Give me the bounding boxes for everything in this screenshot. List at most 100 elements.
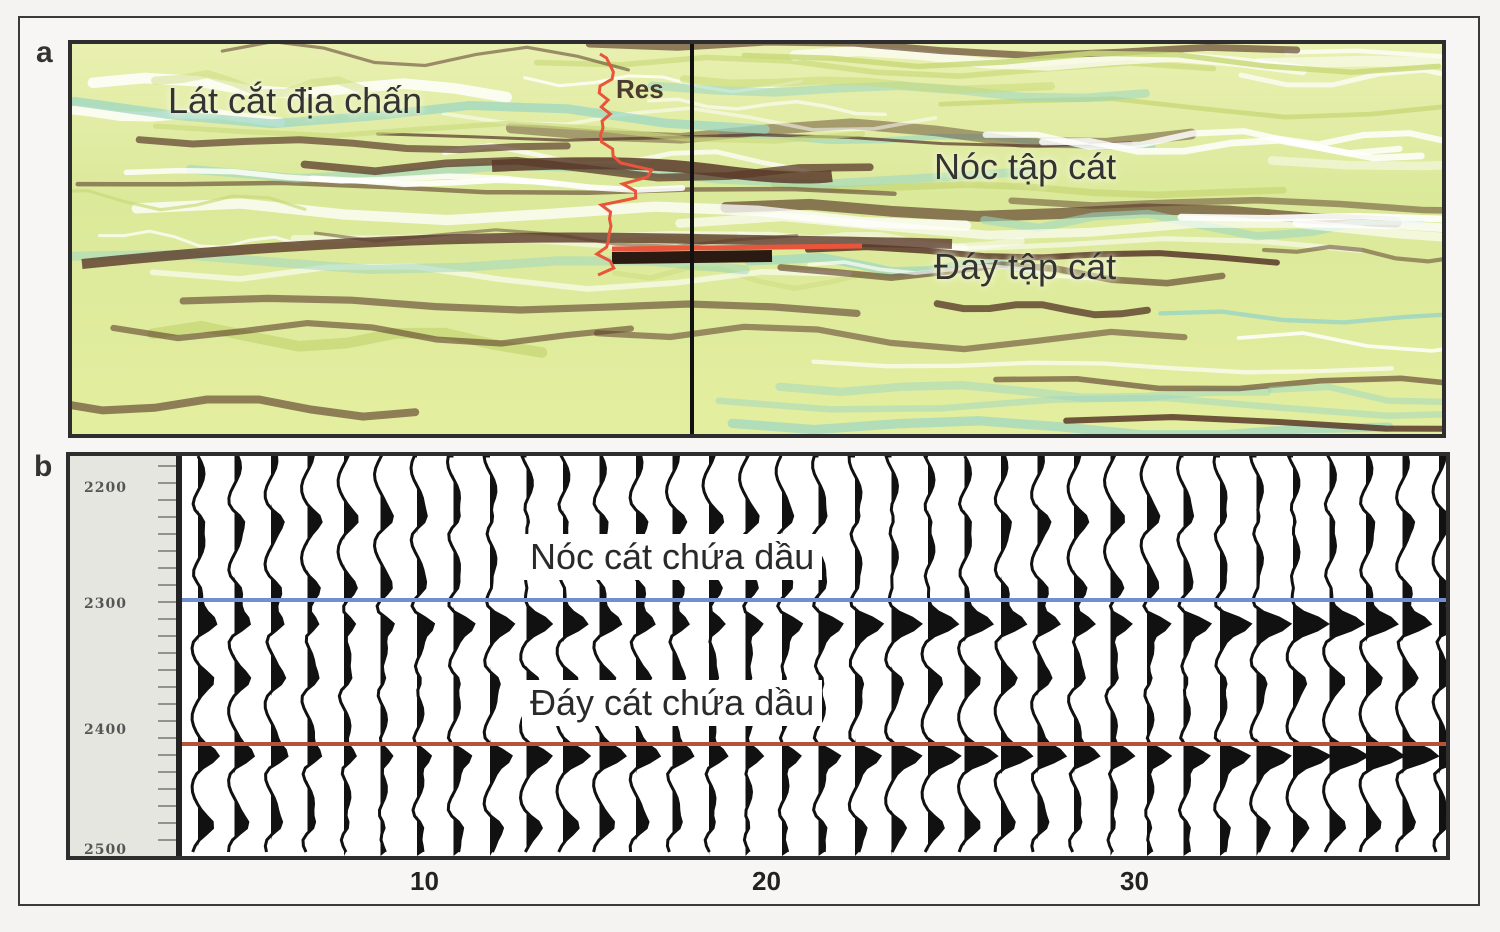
seismic-reflector: [811, 359, 1394, 375]
wiggle-trace: [628, 456, 662, 853]
wiggle-trace: [263, 456, 289, 853]
seismic-reflector: [153, 120, 865, 144]
seismic-reflector: [1008, 196, 1442, 214]
seismic-reflector: [938, 96, 1442, 120]
seismic-reflector: [1261, 244, 1442, 264]
seismic-reflector: [807, 260, 1095, 281]
wiggle-trace: [884, 456, 923, 853]
seismic-reflector: [220, 44, 630, 72]
wiggle-trace: [555, 456, 592, 853]
seismic-reflector: [179, 294, 861, 317]
seismic-reflector: [149, 263, 852, 292]
wiggle-trace-fill: [234, 456, 254, 856]
wiggle-trace-fill: [709, 456, 727, 856]
wiggle-trace-fill: [599, 456, 625, 856]
seismic-reflector: [87, 72, 512, 103]
depth-tick-label: 2200: [84, 480, 127, 496]
gather-left-axis: [176, 456, 182, 856]
wiggle-trace-fill: [636, 456, 660, 856]
wiggle-trace-fill: [1037, 456, 1065, 856]
wiggle-trace-fill: [964, 456, 997, 856]
res-log-curve: [593, 52, 655, 277]
wiggle-trace-fill: [563, 456, 589, 856]
seismic-reflector: [771, 180, 1287, 199]
res-log-label: Res: [616, 74, 664, 104]
seismic-reflector: [647, 97, 887, 117]
seismic-reflector: [72, 395, 420, 421]
seismic-reflector: [727, 416, 1394, 434]
wiggle-trace-fill: [1293, 456, 1329, 856]
seismic-reflector: [1063, 414, 1442, 432]
wiggle-trace-fill: [928, 456, 960, 856]
seismic-reflector: [675, 212, 1442, 242]
wiggle-trace-fill: [672, 456, 693, 856]
seismic-reflector: [72, 96, 770, 134]
seismic-reflector: [679, 75, 1055, 94]
wiggle-trace-fill: [1329, 456, 1367, 856]
depth-tick-label: 2300: [84, 596, 127, 612]
seismic-reflector: [75, 180, 897, 196]
seismic-reflector: [585, 44, 1301, 60]
wiggle-trace-gather: [158, 456, 1446, 856]
wiggle-trace-fill: [307, 456, 322, 856]
sand-bottom-horizon: [81, 232, 953, 269]
depth-tick-label: 2500: [84, 842, 127, 858]
wiggle-trace-fill: [1366, 456, 1403, 856]
wiggle-trace: [336, 456, 359, 853]
x-tick-label: 30: [1120, 866, 1149, 896]
seismic-reflector: [1238, 67, 1442, 88]
seismic-reflector: [98, 229, 302, 249]
x-tick-label: 20: [752, 866, 781, 896]
wiggle-trace-fill: [1110, 456, 1134, 856]
seismic-reflector: [1284, 48, 1442, 59]
seismic-reflector: [804, 244, 1280, 266]
seismic-reflectors: [72, 44, 1442, 434]
wiggle-trace: [811, 456, 844, 853]
seismic-reflector: [993, 375, 1442, 392]
seismic-reflector: [715, 394, 1442, 420]
seismic-reflector: [933, 300, 1151, 319]
seismic-reflector: [1292, 218, 1442, 233]
seismic-section-image: [72, 44, 1442, 434]
wiggle-trace-fill: [855, 456, 882, 856]
panel-a-letter: a: [36, 36, 53, 69]
seismic-reflector: [1039, 136, 1425, 162]
seismic-reflector: [135, 136, 571, 154]
wiggle-trace: [518, 456, 554, 853]
wiggle-trace: [1029, 456, 1068, 853]
wiggle-trace: [591, 456, 628, 853]
seismic-reflector: [151, 69, 369, 98]
wiggle-trace-fill: [1147, 456, 1170, 856]
wiggle-trace: [227, 456, 256, 853]
wiggle-trace: [482, 456, 516, 853]
x-tick-label: 10: [410, 866, 439, 896]
wiggle-trace: [445, 456, 476, 853]
wiggle-trace: [1248, 456, 1293, 853]
wiggle-trace-fill: [526, 456, 551, 856]
wiggle-trace: [1175, 456, 1213, 853]
wiggle-trace: [1394, 456, 1440, 853]
wiggle-trace-fill: [818, 456, 842, 856]
wiggle-trace-fill: [1001, 456, 1032, 856]
oil-sand-top-label: Nóc cát chứa dầu: [522, 534, 823, 580]
wiggle-trace-fill: [271, 456, 287, 856]
wiggle-trace-fill: [745, 456, 763, 856]
wiggle-trace-fill: [198, 456, 219, 856]
wiggle-trace: [920, 456, 962, 853]
wiggle-trace: [956, 456, 999, 853]
wiggle-trace-fill: [1074, 456, 1099, 856]
seismic-reflector: [1267, 383, 1442, 406]
depth-tick-label: 2400: [84, 722, 127, 738]
seismic-reflector: [777, 261, 1226, 287]
wiggle-trace-fill: [344, 456, 357, 856]
panel-b-letter: b: [34, 450, 53, 483]
wiggle-trace-fill: [453, 456, 474, 856]
sand-top-label: Nóc tập cát: [934, 146, 1117, 187]
seismic-reflector: [1267, 156, 1442, 171]
wiggle-trace-fill: [1439, 456, 1446, 856]
wiggle-trace: [847, 456, 885, 853]
wiggle-trace: [190, 456, 221, 853]
seismic-reflector: [72, 189, 307, 212]
wiggle-trace-fill: [891, 456, 921, 856]
wiggle-trace-fill: [380, 456, 394, 856]
